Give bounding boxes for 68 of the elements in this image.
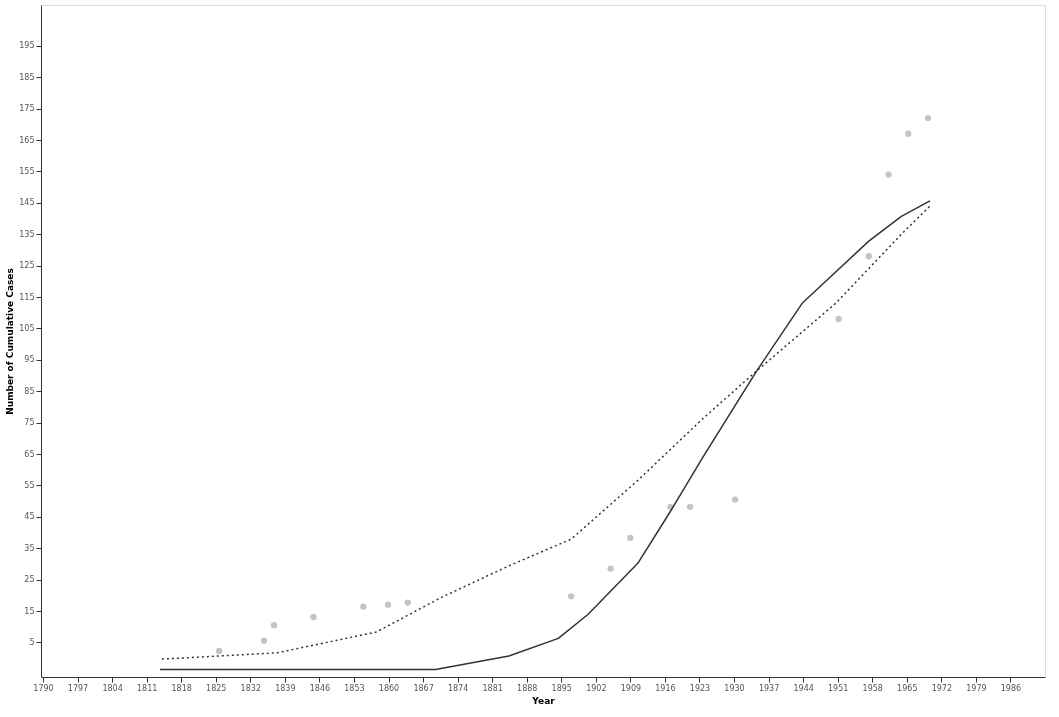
y-tick-label: 155: [19, 166, 35, 176]
x-tick-label: 1895: [551, 683, 572, 693]
x-tick-label: 1811: [136, 683, 158, 693]
x-tick-label: 1930: [724, 683, 745, 693]
y-tick-label: 75: [24, 418, 35, 428]
point: [905, 130, 912, 137]
point: [567, 593, 575, 600]
x-tick-label: 1860: [378, 683, 400, 693]
y-tick-label: 85: [24, 386, 35, 396]
y-tick-label: 125: [19, 261, 35, 271]
point: [260, 637, 268, 644]
x-tick-label: 1825: [206, 683, 227, 693]
point: [216, 647, 223, 655]
y-tick-label: 95: [24, 355, 35, 365]
y-tick-label: 65: [24, 449, 35, 459]
y-tick-label: 5: [29, 637, 35, 647]
point: [404, 599, 411, 606]
y-axis-title: Number of Cumulative Cases: [5, 268, 16, 415]
y-tick-label: 35: [24, 543, 35, 553]
point: [627, 534, 634, 542]
x-tick-label: 1804: [102, 683, 123, 693]
point: [360, 603, 367, 610]
x-tick-label: 1888: [517, 683, 538, 693]
x-tick-label: 1790: [33, 683, 54, 693]
y-tick-label: 105: [19, 323, 35, 333]
point: [607, 565, 614, 572]
point: [686, 503, 694, 510]
y-tick-label: 145: [19, 198, 35, 208]
y-tick-label: 135: [19, 229, 35, 239]
x-tick-label: 1909: [620, 683, 642, 693]
x-tick-label: 1923: [689, 683, 711, 693]
x-tick-label: 1839: [275, 683, 296, 693]
x-tick-label: 1902: [586, 683, 607, 693]
x-tick-label: 1979: [966, 683, 987, 693]
point: [865, 253, 872, 260]
x-tick-label: 1972: [931, 683, 953, 693]
y-tick-label: 45: [24, 512, 35, 522]
x-tick-label: 1951: [828, 683, 849, 693]
x-tick-label: 1846: [309, 683, 331, 693]
x-axis-title: Year: [531, 695, 556, 706]
x-tick-label: 1867: [413, 683, 434, 693]
x-tick-label: 1944: [793, 683, 814, 693]
point: [924, 114, 932, 122]
point: [270, 622, 278, 629]
point: [384, 601, 392, 608]
x-tick-label: 1853: [344, 683, 365, 693]
point: [835, 315, 842, 323]
x-tick-label: 1937: [758, 683, 780, 693]
y-tick-label: 15: [24, 606, 35, 616]
y-tick-label: 115: [19, 292, 35, 302]
point: [885, 171, 892, 178]
x-tick-label: 1958: [862, 683, 883, 693]
x-tick-label: 1916: [655, 683, 676, 693]
y-tick-label: 185: [19, 72, 35, 82]
y-tick-label: 165: [19, 135, 35, 145]
x-tick-label: 1797: [67, 683, 89, 693]
x-tick-label: 1832: [240, 683, 261, 693]
x-tick-label: 1874: [447, 683, 469, 693]
y-tick-label: 175: [19, 104, 35, 114]
x-tick-label: 1818: [171, 683, 192, 693]
point: [731, 496, 739, 503]
y-tick-label: 25: [24, 575, 35, 585]
point: [310, 613, 317, 621]
x-tick-label: 1881: [482, 683, 503, 693]
x-tick-label: 1986: [1000, 683, 1022, 693]
y-tick-label: 55: [24, 480, 35, 490]
y-tick-label: 195: [19, 41, 35, 51]
x-tick-label: 1965: [897, 683, 918, 693]
